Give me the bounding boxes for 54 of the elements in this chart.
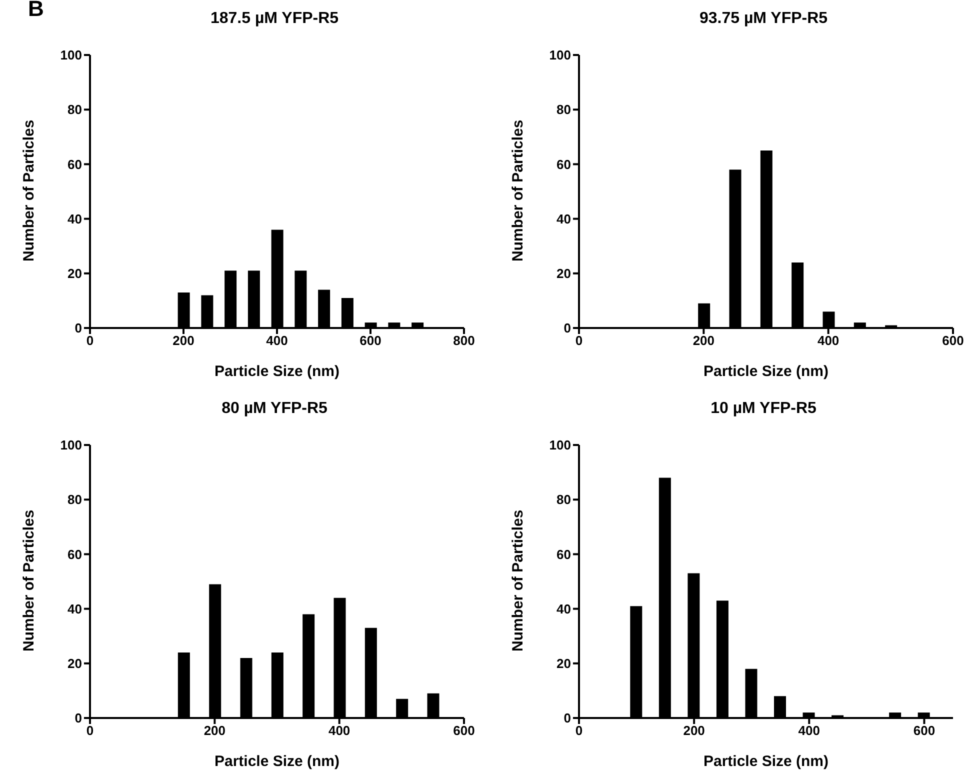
y-axis-title: Number of Particles bbox=[20, 120, 38, 262]
x-tick-label: 600 bbox=[913, 723, 936, 738]
y-tick-label: 100 bbox=[549, 438, 571, 453]
x-tick-label: 0 bbox=[575, 333, 583, 348]
y-tick-label: 60 bbox=[556, 156, 571, 172]
y-tick-label: 60 bbox=[68, 546, 82, 562]
x-tick-label: 200 bbox=[683, 723, 705, 738]
x-axis-title: Particle Size (nm) bbox=[214, 753, 340, 770]
y-tick-label: 0 bbox=[564, 320, 571, 336]
x-axis-title: Particle Size (nm) bbox=[703, 753, 829, 770]
y-tick-label: 0 bbox=[74, 320, 82, 336]
y-tick-label: 60 bbox=[556, 546, 571, 562]
y-tick-label: 60 bbox=[68, 156, 82, 172]
x-tick-label: 800 bbox=[453, 333, 475, 348]
y-tick-label: 40 bbox=[68, 601, 82, 616]
y-tick-label: 80 bbox=[68, 492, 82, 508]
y-tick-label: 100 bbox=[60, 48, 82, 63]
x-tick-label: 400 bbox=[266, 333, 288, 348]
y-tick-label: 0 bbox=[564, 710, 571, 726]
y-tick-label: 80 bbox=[556, 492, 571, 508]
chart-title: 93.75 µM YFP-R5 bbox=[698, 10, 829, 28]
x-tick-label: 200 bbox=[204, 723, 226, 738]
x-tick-label: 400 bbox=[798, 723, 820, 738]
x-tick-label: 600 bbox=[942, 333, 964, 348]
y-axis-title: Number of Particles bbox=[509, 120, 526, 262]
x-tick-label: 200 bbox=[172, 333, 194, 348]
x-tick-label: 400 bbox=[817, 333, 840, 348]
chart-title: 10 µM YFP-R5 bbox=[710, 400, 818, 418]
x-tick-label: 0 bbox=[86, 723, 94, 738]
x-tick-label: 200 bbox=[692, 333, 715, 348]
y-tick-label: 20 bbox=[68, 266, 82, 282]
y-tick-label: 20 bbox=[68, 656, 82, 672]
y-axis-title: Number of Particles bbox=[20, 510, 38, 652]
x-tick-label: 400 bbox=[328, 723, 350, 738]
x-tick-label: 600 bbox=[360, 333, 382, 348]
y-tick-label: 20 bbox=[556, 656, 571, 672]
x-axis-title: Particle Size (nm) bbox=[703, 363, 829, 380]
y-tick-label: 100 bbox=[60, 438, 82, 453]
y-tick-label: 0 bbox=[74, 710, 82, 726]
x-tick-label: 0 bbox=[575, 723, 583, 738]
y-tick-label: 40 bbox=[556, 211, 571, 226]
x-axis-title: Particle Size (nm) bbox=[214, 363, 340, 380]
y-tick-label: 100 bbox=[549, 48, 571, 63]
y-tick-label: 80 bbox=[556, 102, 571, 118]
x-tick-label: 0 bbox=[86, 333, 94, 348]
y-tick-label: 40 bbox=[556, 601, 571, 616]
y-tick-label: 40 bbox=[68, 211, 82, 226]
text: B bbox=[28, 0, 44, 22]
y-axis-title: Number of Particles bbox=[509, 510, 526, 652]
chart-title: 80 µM YFP-R5 bbox=[220, 400, 328, 418]
x-tick-label: 600 bbox=[453, 723, 475, 738]
chart-title: 187.5 µM YFP-R5 bbox=[209, 10, 340, 28]
y-tick-label: 80 bbox=[68, 102, 82, 118]
y-tick-label: 20 bbox=[556, 266, 571, 282]
